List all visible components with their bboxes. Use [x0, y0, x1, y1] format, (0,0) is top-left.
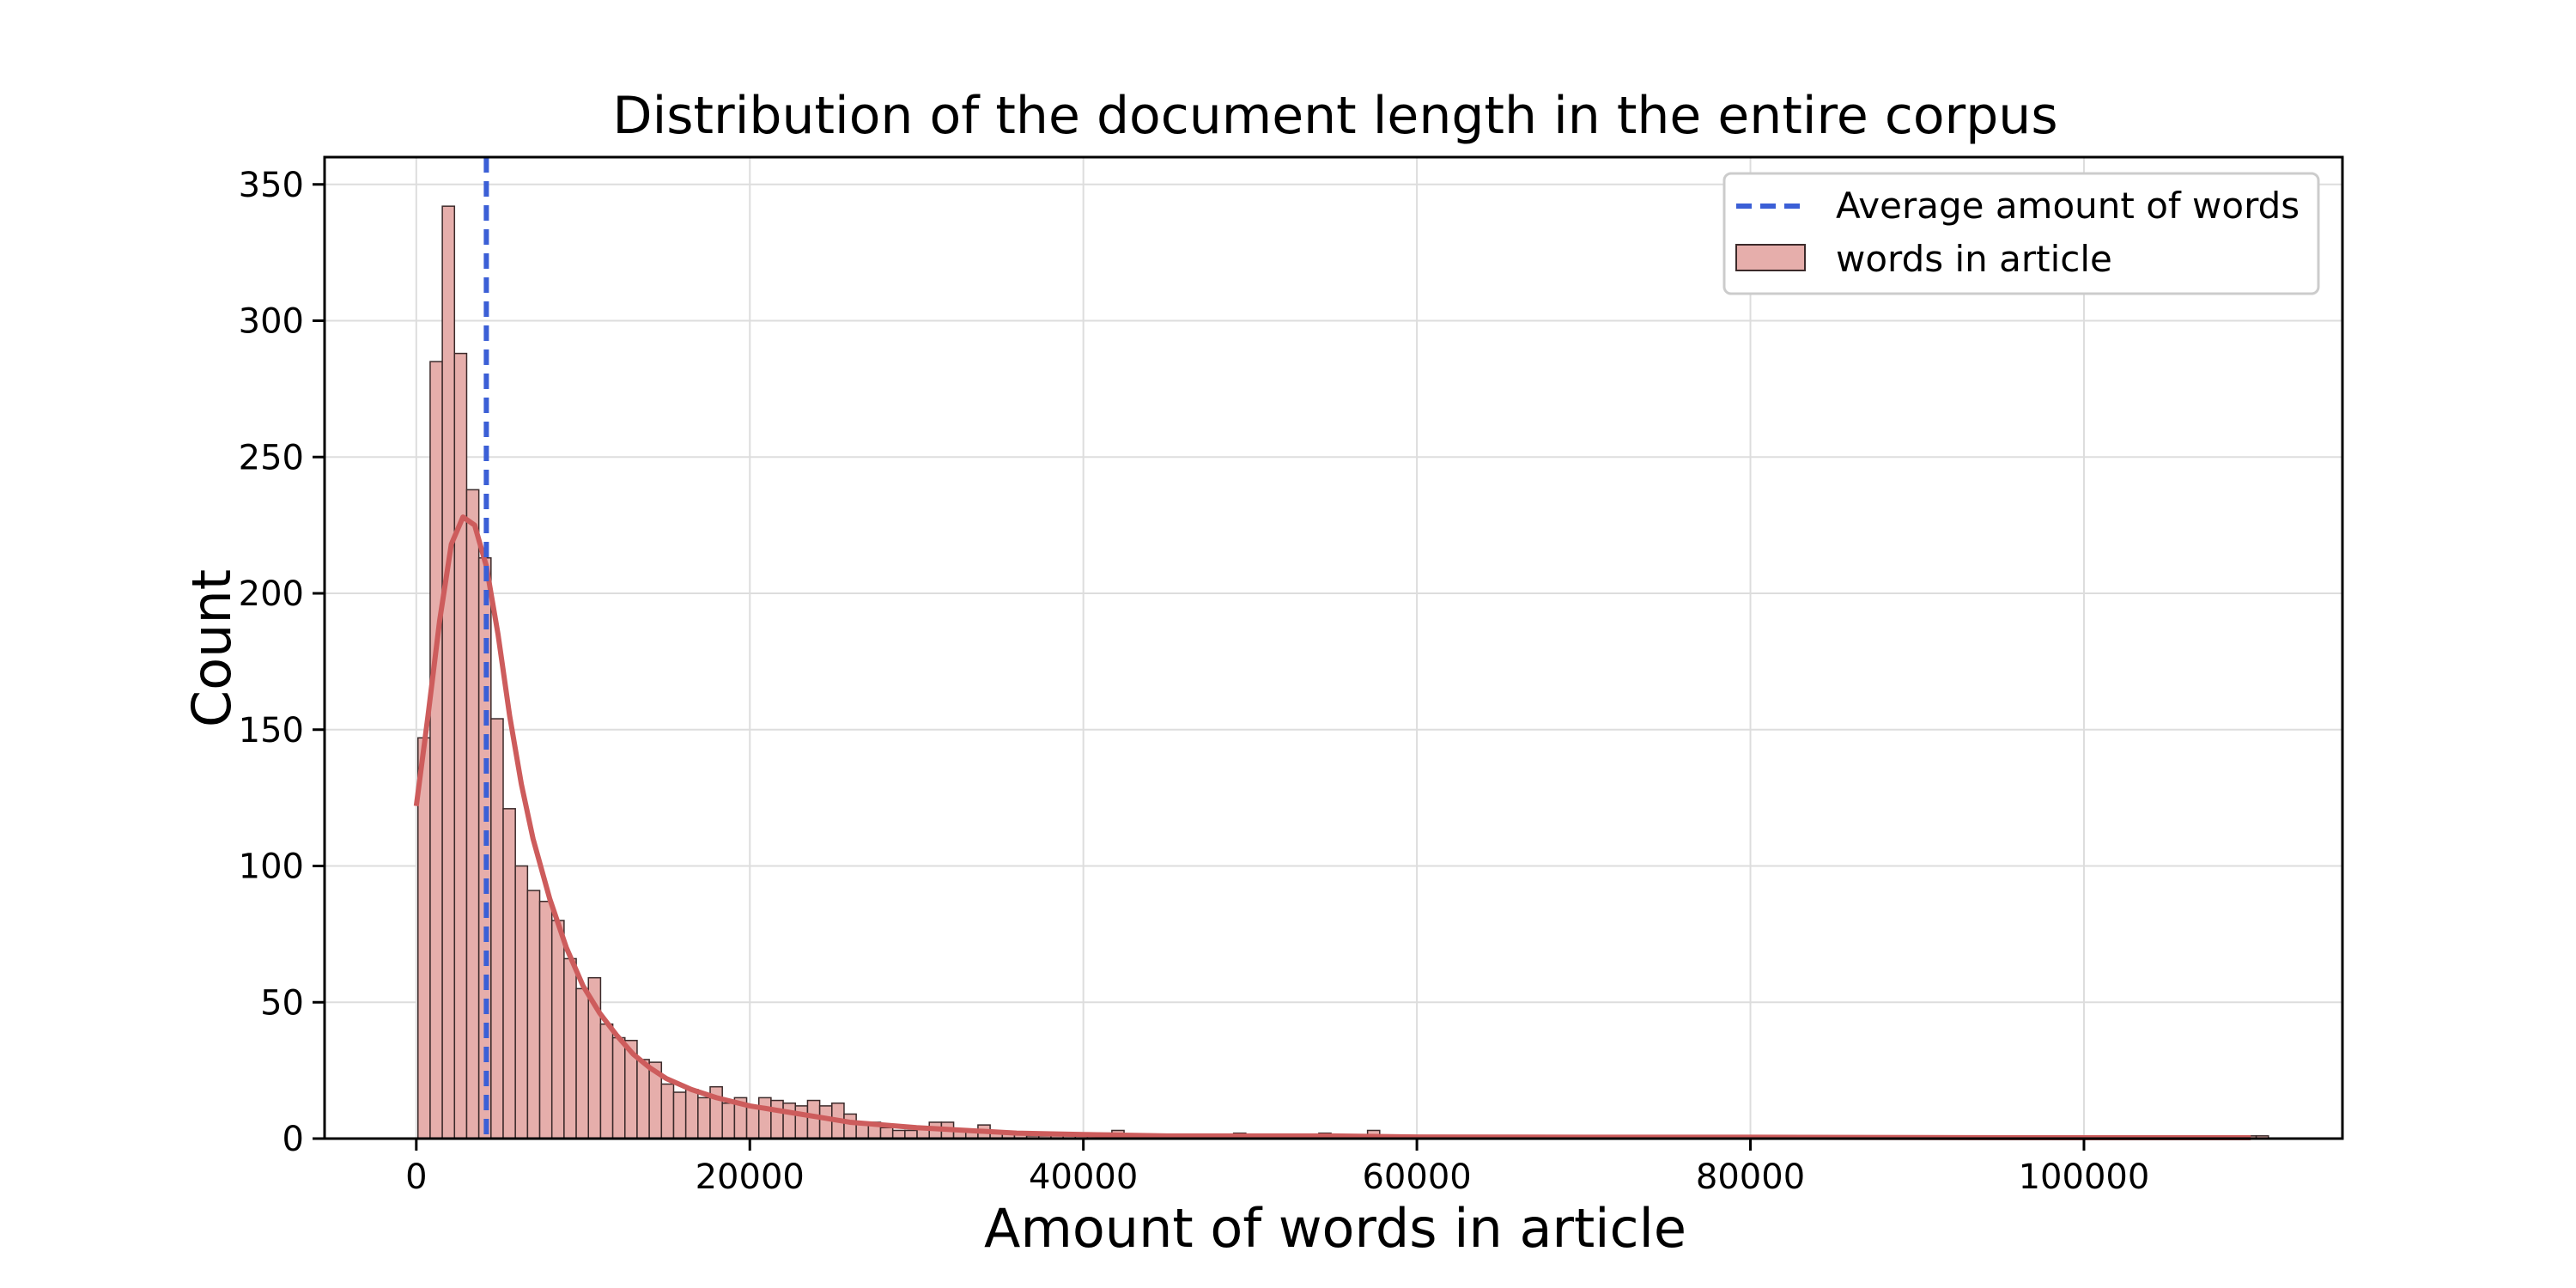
kde-curve-layer — [413, 514, 2251, 1141]
histogram-bar — [757, 1097, 772, 1139]
histogram-bar — [514, 865, 529, 1139]
x-tick-label: 100000 — [2019, 1157, 2150, 1197]
y-tick-label: 300 — [239, 302, 304, 342]
y-tick-label: 350 — [239, 166, 304, 205]
x-tick-label: 40000 — [1029, 1157, 1138, 1197]
x-axis-ticks: 0 20000 40000 60000 80000 100000 — [405, 1139, 2149, 1197]
plot-frame — [323, 155, 2344, 1140]
y-tick-label: 150 — [239, 711, 304, 750]
x-tick-label: 0 — [405, 1157, 427, 1197]
histogram-bar — [465, 489, 480, 1139]
histogram-bar — [721, 1102, 736, 1139]
histogram-bar — [660, 1083, 675, 1139]
legend-average-label: Average amount of words — [1836, 185, 2300, 227]
histogram-bar — [563, 957, 577, 1139]
histogram-bar — [843, 1113, 857, 1139]
legend: Average amount of words words in article — [1722, 172, 2320, 295]
histogram-bar — [575, 987, 589, 1139]
histogram-bar — [550, 920, 565, 1139]
x-tick-label: 20000 — [696, 1157, 805, 1197]
histogram-bar — [526, 890, 541, 1139]
legend-histogram-swatch — [1735, 244, 1806, 271]
histogram-bar — [429, 361, 443, 1139]
y-tick-label: 250 — [239, 438, 304, 477]
histogram-bar — [538, 901, 553, 1139]
kde-curve — [413, 514, 2251, 1141]
x-tick-label: 60000 — [1362, 1157, 1471, 1197]
histogram-bar — [818, 1105, 833, 1139]
x-tick-label: 80000 — [1696, 1157, 1805, 1197]
grid-lines — [325, 157, 2342, 1139]
histogram-bar — [441, 205, 456, 1139]
histogram-bar — [672, 1091, 687, 1139]
histogram-bar — [782, 1102, 797, 1139]
histogram-bar — [502, 808, 516, 1139]
legend-box — [1722, 172, 2320, 295]
histogram-bar — [636, 1059, 650, 1139]
x-axis-label: Amount of words in article — [984, 1197, 1686, 1260]
histogram-bar — [453, 352, 468, 1139]
histogram-bar — [770, 1099, 784, 1139]
y-axis-ticks: 0 50 100 150 200 250 300 350 — [239, 166, 325, 1159]
histogram-bar — [745, 1105, 760, 1139]
histogram-bar — [684, 1089, 699, 1139]
histogram-bar — [794, 1105, 809, 1139]
histogram-bar — [697, 1097, 711, 1139]
chart-title: Distribution of the document length in t… — [612, 86, 2057, 146]
plot-border — [323, 155, 2344, 1140]
histogram-bars — [417, 205, 2269, 1139]
y-tick-label: 200 — [239, 574, 304, 614]
histogram-bar — [879, 1127, 894, 1139]
histogram-bar — [611, 1036, 626, 1139]
y-tick-label: 100 — [239, 848, 304, 887]
y-tick-label: 50 — [260, 983, 304, 1023]
y-tick-label: 0 — [283, 1120, 304, 1159]
histogram-bar — [490, 718, 504, 1139]
y-axis-label: Count — [180, 569, 243, 727]
legend-histogram-label: words in article — [1836, 238, 2112, 280]
histogram-bar — [599, 1023, 614, 1139]
